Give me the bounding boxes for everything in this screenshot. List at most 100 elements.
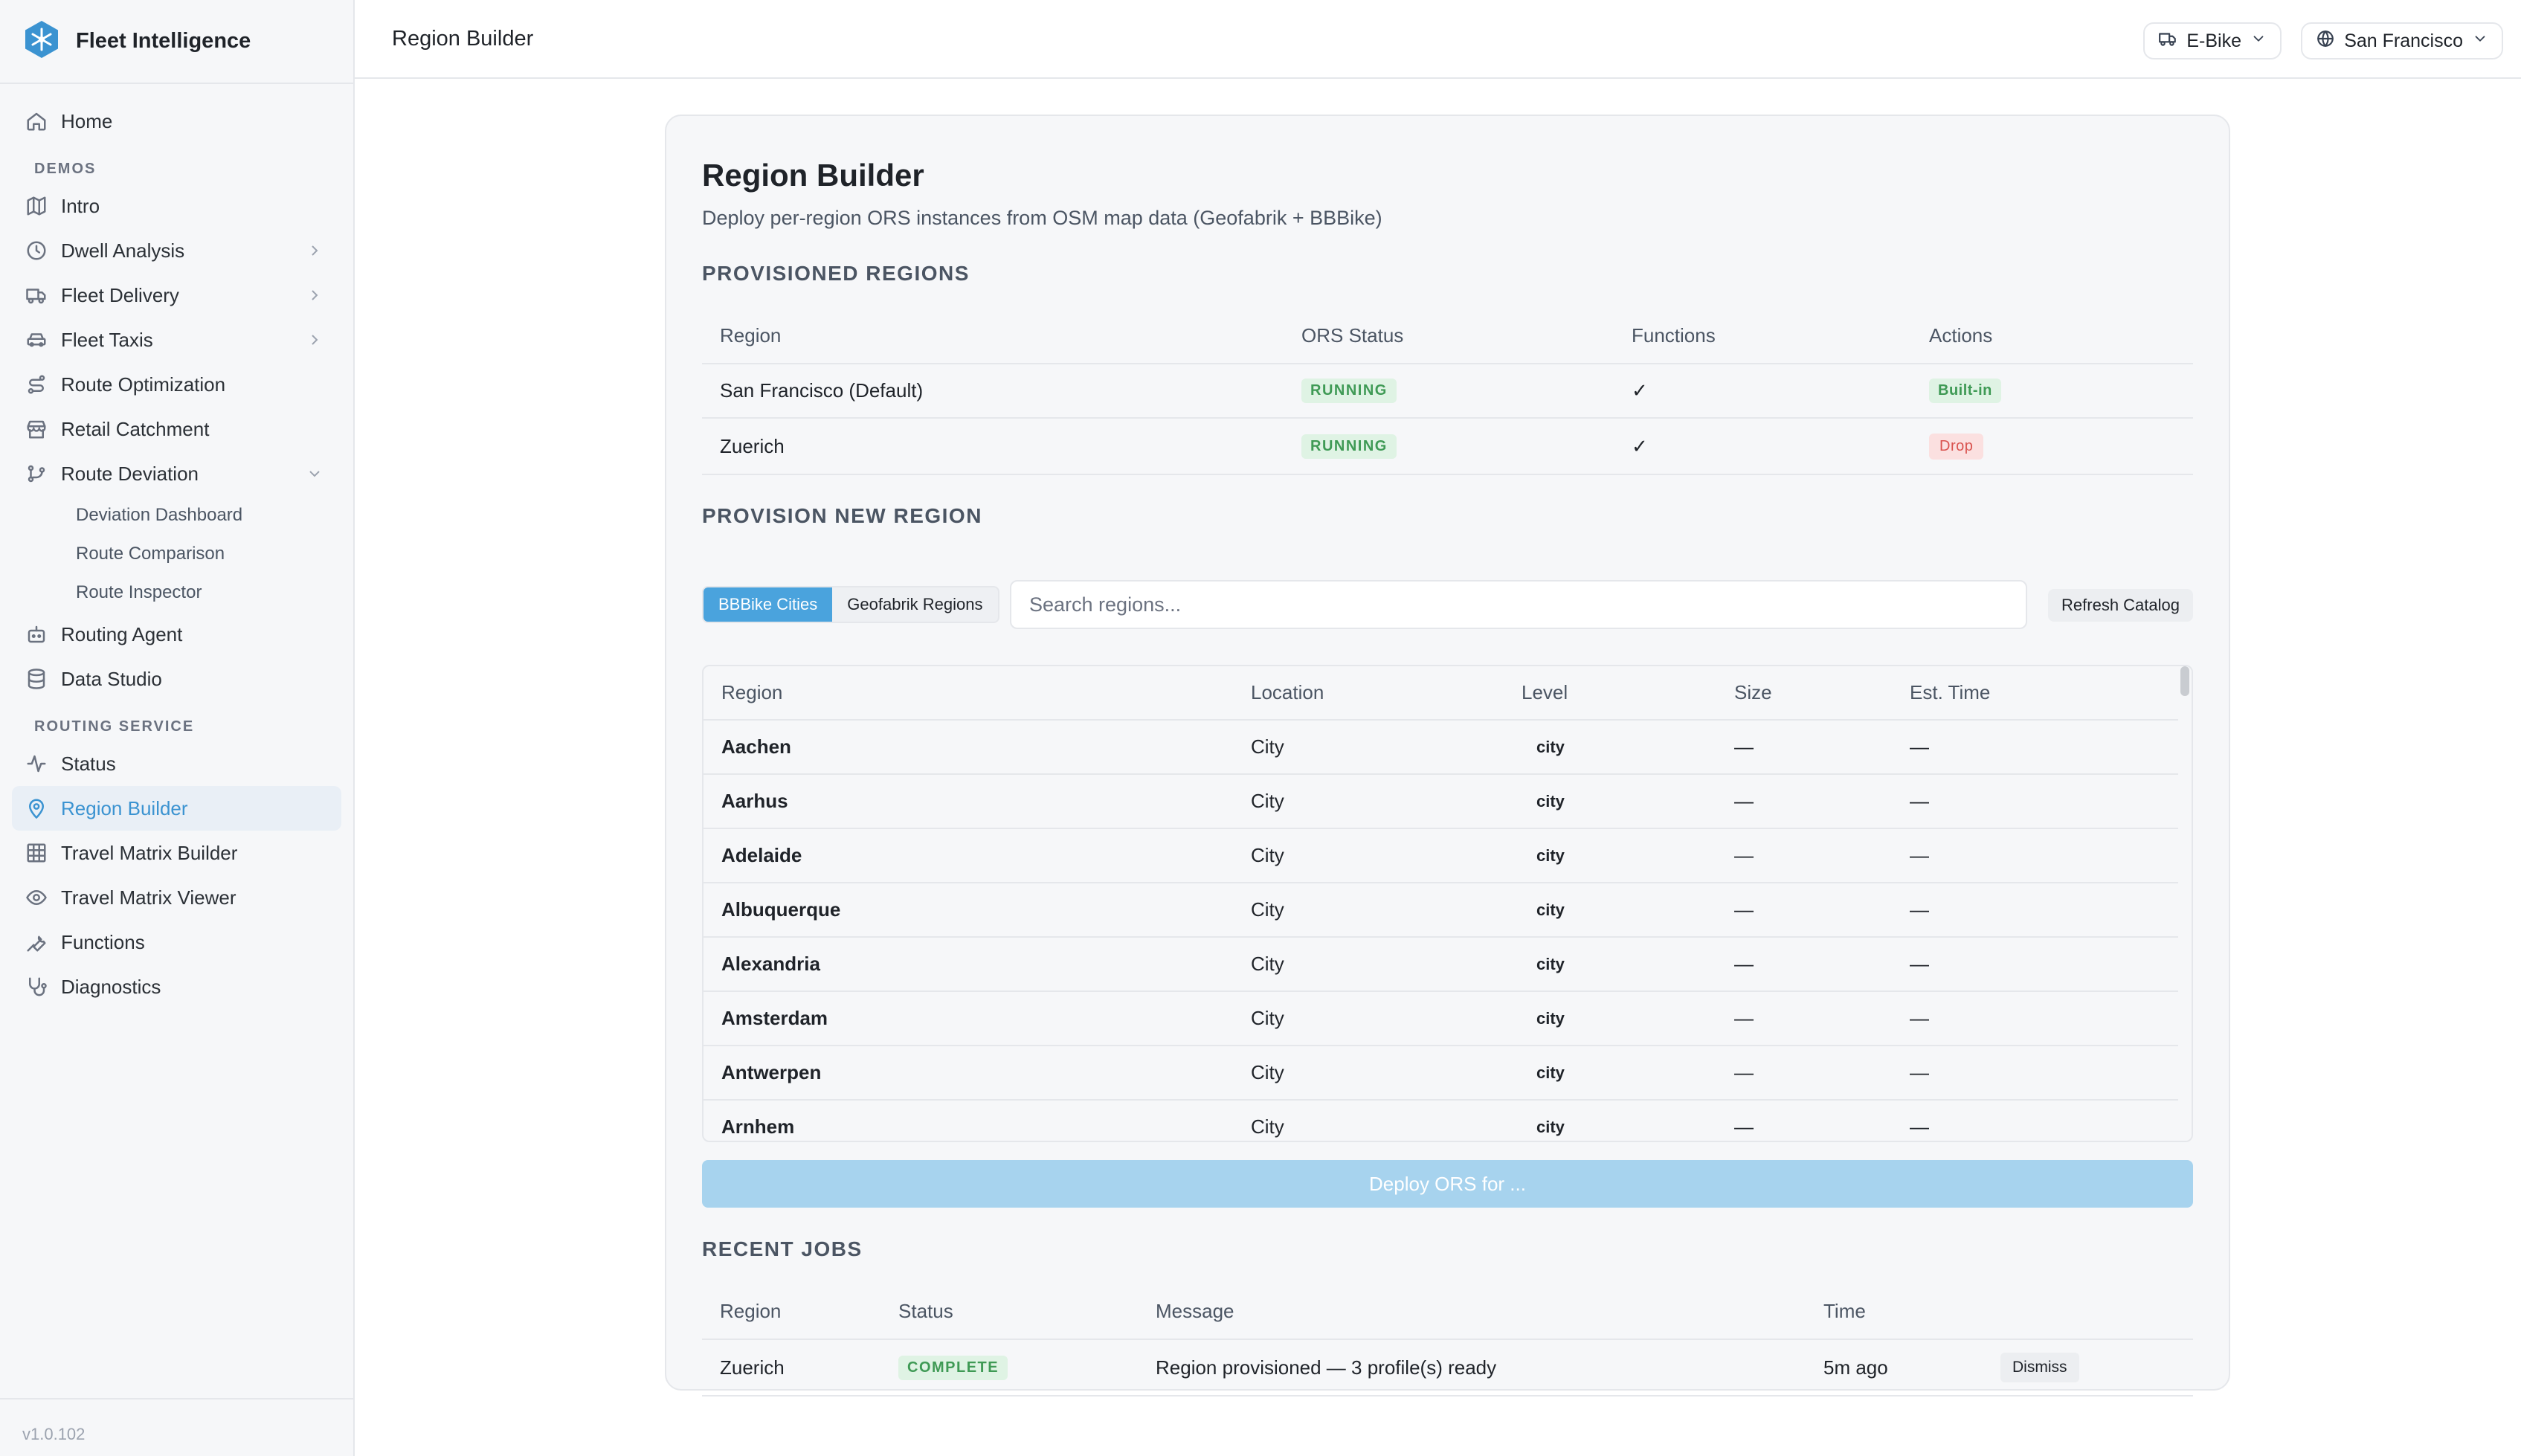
region-level: city (1536, 1063, 1565, 1082)
sidebar-item-label: Routing Agent (61, 622, 183, 645)
sidebar-item-fleet-delivery[interactable]: Fleet Delivery (12, 273, 341, 318)
vehicle-selector[interactable]: E-Bike (2143, 22, 2282, 59)
table-row[interactable]: Aachen City city — — (704, 721, 2178, 775)
bot-icon (25, 623, 48, 645)
region-est-time: — (1910, 953, 1929, 975)
table-header-row: Region Status Message Time (702, 1283, 2193, 1340)
clock-icon (25, 239, 48, 262)
region-size: — (1734, 953, 1754, 975)
recent-jobs-title: RECENT JOBS (702, 1237, 863, 1260)
scrollbar[interactable] (2178, 666, 2192, 1141)
functions-check: ✓ (1632, 434, 1648, 457)
table-header-row: Region Location Level Size Est. Time (704, 666, 2178, 721)
sidebar-item-dwell-analysis[interactable]: Dwell Analysis (12, 228, 341, 273)
chevron-down-icon (306, 465, 323, 483)
builtin-badge: Built-in (1929, 379, 2001, 403)
action-cell: Drop (1929, 419, 1984, 474)
city-selector[interactable]: San Francisco (2301, 22, 2503, 59)
sidebar-item-data-studio[interactable]: Data Studio (12, 657, 341, 701)
sidebar-item-label: Fleet Delivery (61, 283, 179, 306)
sidebar-item-route-deviation[interactable]: Route Deviation (12, 451, 341, 496)
activity-icon (25, 753, 48, 775)
status-badge: RUNNING (1301, 434, 1397, 459)
drop-button[interactable]: Drop (1929, 433, 1984, 460)
tab-geofabrik-regions[interactable]: Geofabrik Regions (847, 595, 983, 613)
table-row[interactable]: Albuquerque City city — — (704, 883, 2178, 938)
sidebar-item-route-optimization[interactable]: Route Optimization (12, 362, 341, 407)
sidebar-item-functions[interactable]: Functions (12, 920, 341, 964)
sidebar-item-region-builder[interactable]: Region Builder (12, 786, 341, 831)
sidebar-footer-divider (0, 1398, 353, 1399)
sidebar-item-status[interactable]: Status (12, 741, 341, 786)
sidebar-item-label: Dwell Analysis (61, 239, 185, 262)
sidebar-subitem-deviation-dashboard[interactable]: Deviation Dashboard (76, 505, 243, 525)
section-label-routing-service: ROUTING SERVICE (34, 718, 195, 735)
region-builder-card: Region Builder Deploy per-region ORS ins… (665, 115, 2230, 1397)
region-name: Antwerpen (721, 1061, 822, 1083)
region-size: — (1734, 1115, 1754, 1138)
recent-jobs-table: Region Status Message Time Zuerich COMPL… (702, 1283, 2193, 1397)
ors-status-cell: RUNNING (1301, 419, 1397, 474)
table-row[interactable]: Amsterdam City city — — (704, 992, 2178, 1046)
brand[interactable]: Fleet Intelligence (0, 0, 353, 84)
sidebar-item-routing-agent[interactable]: Routing Agent (12, 612, 341, 657)
stethoscope-icon (25, 976, 48, 998)
job-status-cell: COMPLETE (898, 1340, 1008, 1395)
scrollbar-thumb[interactable] (2180, 666, 2189, 696)
sidebar-item-home[interactable]: Home (12, 99, 341, 144)
column-header-actions: Actions (1929, 323, 1993, 347)
table-row[interactable]: Adelaide City city — — (704, 829, 2178, 883)
grid-icon (25, 842, 48, 864)
deploy-ors-button[interactable]: Deploy ORS for ... (702, 1160, 2193, 1208)
region-size: — (1734, 898, 1754, 921)
search-input[interactable] (1010, 580, 2027, 629)
sidebar-subitem-route-comparison[interactable]: Route Comparison (76, 544, 225, 564)
map-pin-icon (25, 797, 48, 819)
region-name: Arnhem (721, 1115, 795, 1138)
sidebar-item-diagnostics[interactable]: Diagnostics (12, 964, 341, 1009)
map-icon (25, 195, 48, 217)
region-est-time: — (1910, 898, 1929, 921)
sidebar-item-travel-matrix-builder[interactable]: Travel Matrix Builder (12, 831, 341, 875)
truck-icon (2158, 29, 2177, 54)
vehicle-selector-label: E-Bike (2186, 30, 2241, 51)
region-name: Aarhus (721, 790, 788, 812)
sidebar-item-fleet-taxis[interactable]: Fleet Taxis (12, 318, 341, 362)
region-name: Albuquerque (721, 898, 841, 921)
page-title: Region Builder (702, 158, 924, 193)
region-catalog-table[interactable]: Region Location Level Size Est. Time Aac… (702, 665, 2193, 1142)
provisioned-regions-table: Region ORS Status Functions Actions San … (702, 308, 2193, 475)
refresh-catalog-button[interactable]: Refresh Catalog (2048, 589, 2193, 622)
ors-status-cell: RUNNING (1301, 364, 1397, 417)
sidebar-item-intro[interactable]: Intro (12, 184, 341, 228)
tab-bbbike-cities[interactable]: BBBike Cities (704, 587, 833, 622)
table-row[interactable]: Antwerpen City city — — (704, 1046, 2178, 1101)
globe-icon (2316, 29, 2335, 54)
home-icon (25, 110, 48, 132)
sidebar-item-label: Intro (61, 194, 100, 217)
sidebar-item-label: Travel Matrix Viewer (61, 886, 236, 909)
job-time: 5m ago (1823, 1356, 1888, 1379)
column-header-level: Level (1522, 681, 1568, 703)
region-location: City (1251, 953, 1284, 975)
topbar: Region Builder E-Bike San Francisco (355, 0, 2521, 79)
region-size: — (1734, 844, 1754, 866)
column-header-region: Region (720, 1299, 782, 1322)
sidebar-item-retail-catchment[interactable]: Retail Catchment (12, 407, 341, 451)
table-row[interactable]: Alexandria City city — — (704, 938, 2178, 992)
column-header-size: Size (1734, 681, 1772, 703)
table-row: San Francisco (Default) RUNNING ✓ Built-… (702, 364, 2193, 419)
job-message: Region provisioned — 3 profile(s) ready (1156, 1356, 1497, 1379)
database-icon (25, 668, 48, 690)
region-level: city (1536, 791, 1565, 811)
sidebar-subitem-route-inspector[interactable]: Route Inspector (76, 582, 202, 602)
region-name: Zuerich (720, 434, 785, 457)
chevron-right-icon (306, 331, 323, 349)
table-row[interactable]: Aarhus City city — — (704, 775, 2178, 829)
table-row[interactable]: Arnhem City city — — (704, 1101, 2178, 1141)
sidebar-item-label: Route Optimization (61, 373, 226, 396)
region-size: — (1734, 1007, 1754, 1029)
dismiss-button[interactable]: Dismiss (2000, 1353, 2079, 1382)
region-level: city (1536, 954, 1565, 973)
sidebar-item-travel-matrix-viewer[interactable]: Travel Matrix Viewer (12, 875, 341, 920)
